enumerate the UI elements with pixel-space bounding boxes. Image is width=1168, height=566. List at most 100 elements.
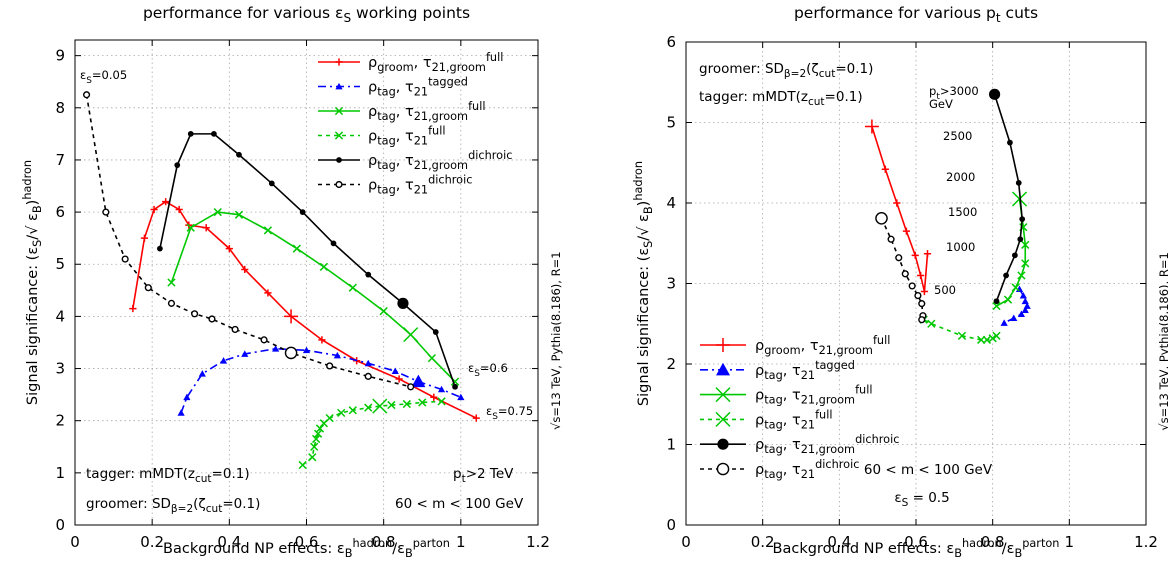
y-tick-label: 7 [55,151,65,169]
legend-marker [336,157,342,163]
data-point [318,336,326,344]
data-point [263,226,273,235]
legend-marker [716,462,730,476]
data-point [881,165,889,173]
data-point [219,357,228,364]
data-point [977,335,986,344]
data-point [183,393,191,401]
data-point [144,284,152,292]
series-0 [864,119,932,296]
annotation-eps-mid: εS=0.6 [468,361,508,379]
data-point [911,251,919,259]
y-tick-label: 1 [55,464,65,482]
data-point [191,310,199,318]
data-point [82,91,91,99]
annotation-eps-start: εS=0.05 [80,68,127,86]
data-point [875,211,888,225]
series-line [880,217,924,320]
data-point [225,245,233,253]
data-point [437,397,446,406]
data-point [312,434,321,444]
data-point [893,199,901,207]
data-point [298,460,307,470]
data-point [177,409,185,416]
data-point [241,350,249,357]
series-3 [298,397,446,470]
x-tick-label: 0 [681,533,691,551]
data-point [264,289,272,297]
data-point [284,309,299,324]
data-point [992,301,1001,311]
y-tick-label: 3 [55,360,65,378]
data-point [364,403,373,412]
x-tick-label: 0.2 [751,533,775,551]
y-tick-label: 5 [666,114,676,132]
legend-marker [715,411,731,427]
data-point [187,130,194,137]
data-point [198,370,206,377]
data-point [437,385,446,393]
data-point [292,244,301,253]
data-point [150,205,158,214]
annotation-mass: 60 < m < 100 GeV [864,462,993,478]
data-point [403,327,419,343]
data-point [1019,216,1026,222]
data-point [272,345,280,352]
legend-label: ρtag, τ21full [368,125,446,148]
x-tick-label: 0.6 [904,533,928,551]
data-point [1003,272,1009,279]
data-point [348,406,357,415]
data-point [333,351,341,359]
data-point [957,331,967,340]
data-point [348,283,357,292]
data-point [902,227,911,235]
data-point [140,234,149,242]
legend-marker [335,82,343,90]
pt-label-gev: GeV [929,97,953,111]
y-tick-label: 4 [666,194,676,212]
y-tick-label: 9 [55,47,65,65]
x-tick-label: 0.4 [827,533,851,551]
series-line [871,126,929,292]
data-point [175,205,183,214]
data-point [260,336,268,344]
data-point [901,270,909,278]
legend-marker [335,58,343,66]
data-point [918,316,926,324]
data-point [315,424,325,433]
data-point [927,319,936,328]
x-tick-label: 1.2 [1134,533,1158,551]
x-axis-label: Background NP effects: εBhadron/εBparton [773,537,1060,560]
data-point [387,400,396,410]
data-point [157,245,163,252]
annotation-tagger: tagger: mMDT(zcut=0.1) [86,466,250,485]
data-point [325,413,334,423]
data-point [379,307,388,316]
data-point [167,278,176,287]
data-point [302,346,311,354]
data-point [920,287,929,296]
legend-label: ρtag, τ21,groomfull [755,384,873,407]
legend-label: ρtag, τ21full [755,408,833,431]
x-tick-label: 0 [70,533,80,551]
y-tick-label: 6 [55,203,65,221]
y-tick-label: 0 [666,516,676,534]
data-point [397,297,409,309]
data-point [1021,297,1029,305]
data-point [430,393,438,401]
series-2 [167,207,460,386]
data-point [1003,295,1013,304]
data-point [1012,252,1018,259]
legend-label: ρtag, τ21dichroic [755,458,859,481]
data-point [284,346,298,360]
data-point [1000,319,1008,326]
legend-label: ρgroom, τ21,groomfull [368,51,503,74]
data-point [992,331,1001,340]
data-point [887,235,895,243]
legend-marker [335,180,343,189]
legend-label: ρtag, τ21dichroic [368,174,472,197]
pt-label: 500 [934,283,956,297]
series-5 [82,91,415,391]
data-point [364,372,372,380]
data-point [231,325,239,334]
